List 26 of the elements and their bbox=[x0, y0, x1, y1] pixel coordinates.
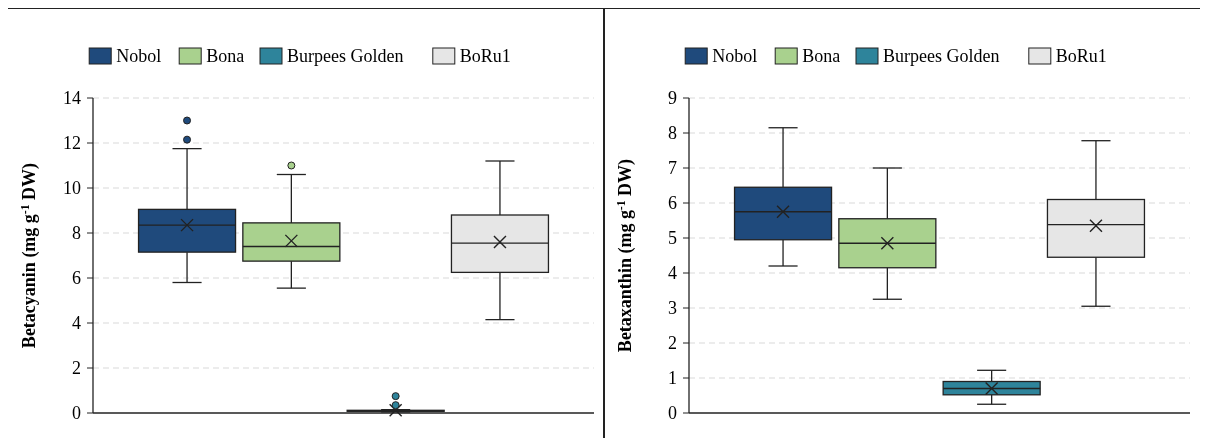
legend-label: Bona bbox=[802, 46, 841, 66]
legend-label: Burpees Golden bbox=[287, 46, 404, 66]
y-tick-label: 4 bbox=[668, 263, 677, 284]
legend-label: Nobol bbox=[116, 46, 162, 66]
legend-label: BoRu1 bbox=[1055, 46, 1107, 66]
y-tick-label: 5 bbox=[668, 228, 677, 249]
legend-label: Bona bbox=[206, 46, 245, 66]
legend-label: BoRu1 bbox=[459, 46, 511, 66]
legend-label: Burpees Golden bbox=[883, 46, 1000, 66]
y-tick-label: 0 bbox=[668, 403, 677, 424]
y-tick-label: 8 bbox=[72, 223, 81, 244]
y-tick-label: 6 bbox=[668, 193, 677, 214]
y-tick-label: 1 bbox=[668, 368, 677, 389]
y-tick-label: 4 bbox=[72, 313, 81, 334]
y-tick-label: 2 bbox=[668, 333, 677, 354]
y-tick-label: 6 bbox=[72, 268, 81, 289]
y-tick-label: 12 bbox=[63, 133, 81, 154]
y-tick-label: 8 bbox=[668, 123, 677, 144]
y-tick-label: 0 bbox=[72, 403, 81, 424]
y-tick-label: 10 bbox=[63, 178, 81, 199]
y-tick-label: 9 bbox=[668, 88, 677, 109]
y-tick-label: 3 bbox=[668, 298, 677, 319]
y-tick-label: 7 bbox=[668, 158, 677, 179]
y-tick-label: 2 bbox=[72, 358, 81, 379]
legend-label: Nobol bbox=[712, 46, 758, 66]
y-tick-label: 14 bbox=[63, 88, 81, 109]
